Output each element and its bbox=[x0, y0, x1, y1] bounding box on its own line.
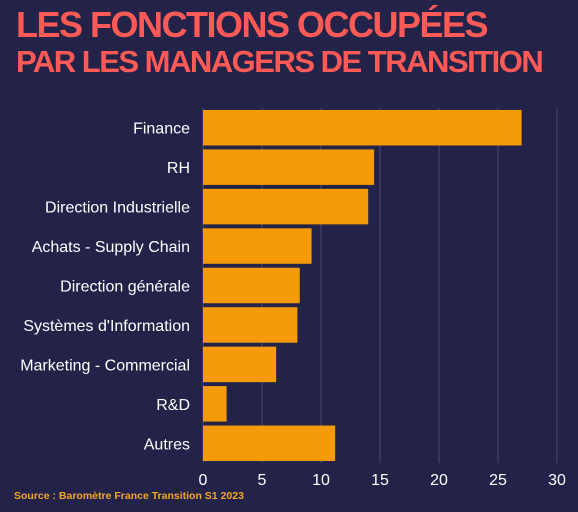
x-tick-label-2: 10 bbox=[312, 472, 330, 489]
category-label-7: R&D bbox=[156, 397, 190, 414]
bar-7 bbox=[203, 386, 227, 422]
source-note: Source : Baromètre France Transition S1 … bbox=[14, 490, 244, 502]
x-tick-label-5: 25 bbox=[489, 472, 507, 489]
category-label-4: Direction générale bbox=[60, 279, 190, 296]
chart-title-line2: PAR LES MANAGERS DE TRANSITION bbox=[16, 44, 544, 79]
bar-0 bbox=[203, 109, 522, 146]
bar-1 bbox=[203, 149, 375, 185]
category-label-1: RH bbox=[167, 160, 190, 177]
category-label-8: Autres bbox=[144, 436, 190, 453]
bar-6 bbox=[203, 346, 277, 383]
chart-title-line1: LES FONCTIONS OCCUPÉES bbox=[16, 4, 489, 45]
category-label-2: Direction Industrielle bbox=[45, 200, 190, 217]
bar-4 bbox=[203, 267, 300, 304]
x-tick-label-6: 30 bbox=[548, 472, 566, 489]
bar-8 bbox=[203, 425, 336, 462]
x-tick-label-3: 15 bbox=[371, 472, 389, 489]
bar-5 bbox=[203, 307, 298, 343]
x-tick-label-1: 5 bbox=[258, 472, 267, 489]
x-tick-label-0: 0 bbox=[199, 472, 208, 489]
x-tick-label-4: 20 bbox=[430, 472, 448, 489]
bar-3 bbox=[203, 228, 312, 264]
category-label-3: Achats - Supply Chain bbox=[32, 239, 190, 256]
category-label-6: Marketing - Commercial bbox=[20, 357, 190, 374]
category-label-5: Systèmes d'Information bbox=[23, 318, 190, 335]
category-label-0: Finance bbox=[133, 121, 190, 138]
bar-2 bbox=[203, 188, 369, 225]
